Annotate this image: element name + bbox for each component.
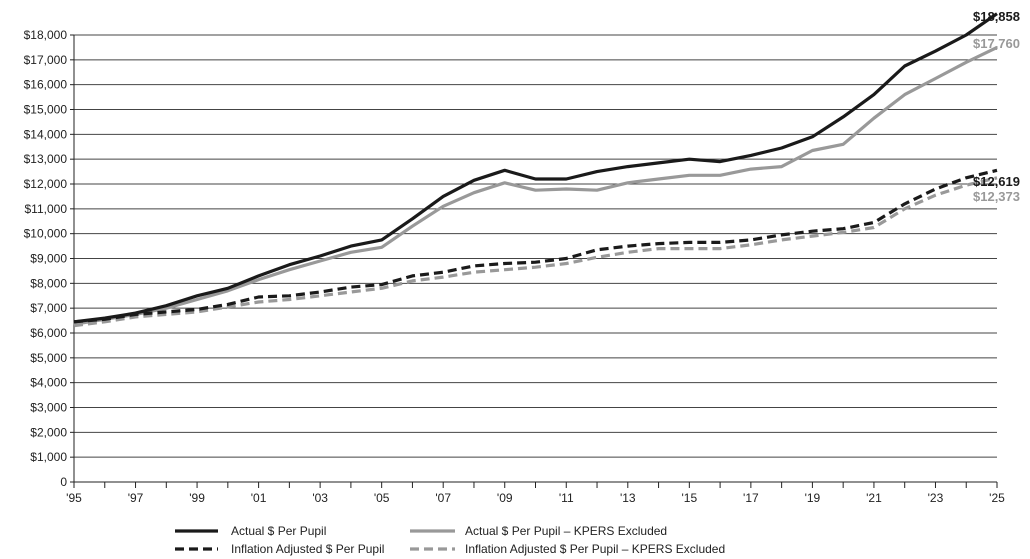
legend-label: Actual $ Per Pupil – KPERS Excluded [465,524,667,538]
x-tick-label: '17 [743,491,759,505]
y-tick-label: $11,000 [25,202,68,216]
series-line-2 [73,45,998,326]
y-tick-label: $15,000 [24,103,68,117]
y-tick-label: $1,000 [30,450,67,464]
x-tick-label: '25 [989,491,1005,505]
legend-item-2: Actual $ Per Pupil – KPERS Excluded [410,524,667,538]
gridlines [74,34,997,458]
x-tick-label: '99 [189,491,205,505]
legend-item-1: Actual $ Per Pupil [175,524,326,538]
legend: Actual $ Per Pupil Actual $ Per Pupil – K… [175,524,725,556]
legend-item-3: Inflation Adjusted $ Per Pupil [175,542,384,556]
y-tick-label: $12,000 [24,177,68,191]
y-tick-label: $18,000 [24,28,68,42]
y-tick-label: $7,000 [30,301,67,315]
series-lines [73,12,998,328]
y-tick-label: 0 [60,475,67,489]
x-tick-label: '15 [682,491,698,505]
end-label-1: $18,858 [973,9,1020,24]
x-tick-label: '11 [559,491,574,505]
y-tick-label: $9,000 [30,252,67,266]
end-label-3: $12,619 [973,174,1020,189]
legend-label: Inflation Adjusted $ Per Pupil [231,542,384,556]
y-tick-label: $8,000 [30,276,67,290]
y-tick-label: $2,000 [30,425,67,439]
x-tick-label: '19 [805,491,821,505]
y-tick-label: $10,000 [24,227,68,241]
series-line-4 [73,176,998,328]
y-tick-label: $16,000 [24,78,68,92]
y-tick-label: $4,000 [30,376,67,390]
end-label-2: $17,760 [973,36,1020,51]
y-tick-label: $6,000 [30,326,67,340]
series-line-1 [73,12,998,324]
x-tick-label: '21 [866,491,882,505]
y-tick-label: $5,000 [30,351,67,365]
legend-label: Inflation Adjusted $ Per Pupil – KPERS E… [465,542,725,556]
x-tick-label: '01 [251,491,267,505]
x-tick-label: '07 [435,491,451,505]
x-tick-label: '05 [374,491,390,505]
series-line-3 [73,168,998,324]
x-tick-label: '09 [497,491,513,505]
end-labels: $18,858 $17,760 $12,619$12,373 [973,9,1020,204]
y-tick-label: $14,000 [24,127,68,141]
y-tick-label: $13,000 [24,152,68,166]
end-label-4: $12,373 [973,189,1020,204]
legend-label: Actual $ Per Pupil [231,524,326,538]
x-tick-label: '95 [66,491,82,505]
x-tick-label: '23 [928,491,944,505]
axes: 0 $1,000 $2,000 $3,000 $4,000 $5,000 $6,000 $7,… [24,28,1006,505]
y-tick-label: $3,000 [30,401,67,415]
x-tick-label: '97 [128,491,144,505]
x-tick-label: '13 [620,491,636,505]
y-tick-label: $17,000 [24,53,68,67]
x-tick-label: '03 [312,491,328,505]
legend-item-4: Inflation Adjusted $ Per Pupil – KPERS E… [410,542,725,556]
